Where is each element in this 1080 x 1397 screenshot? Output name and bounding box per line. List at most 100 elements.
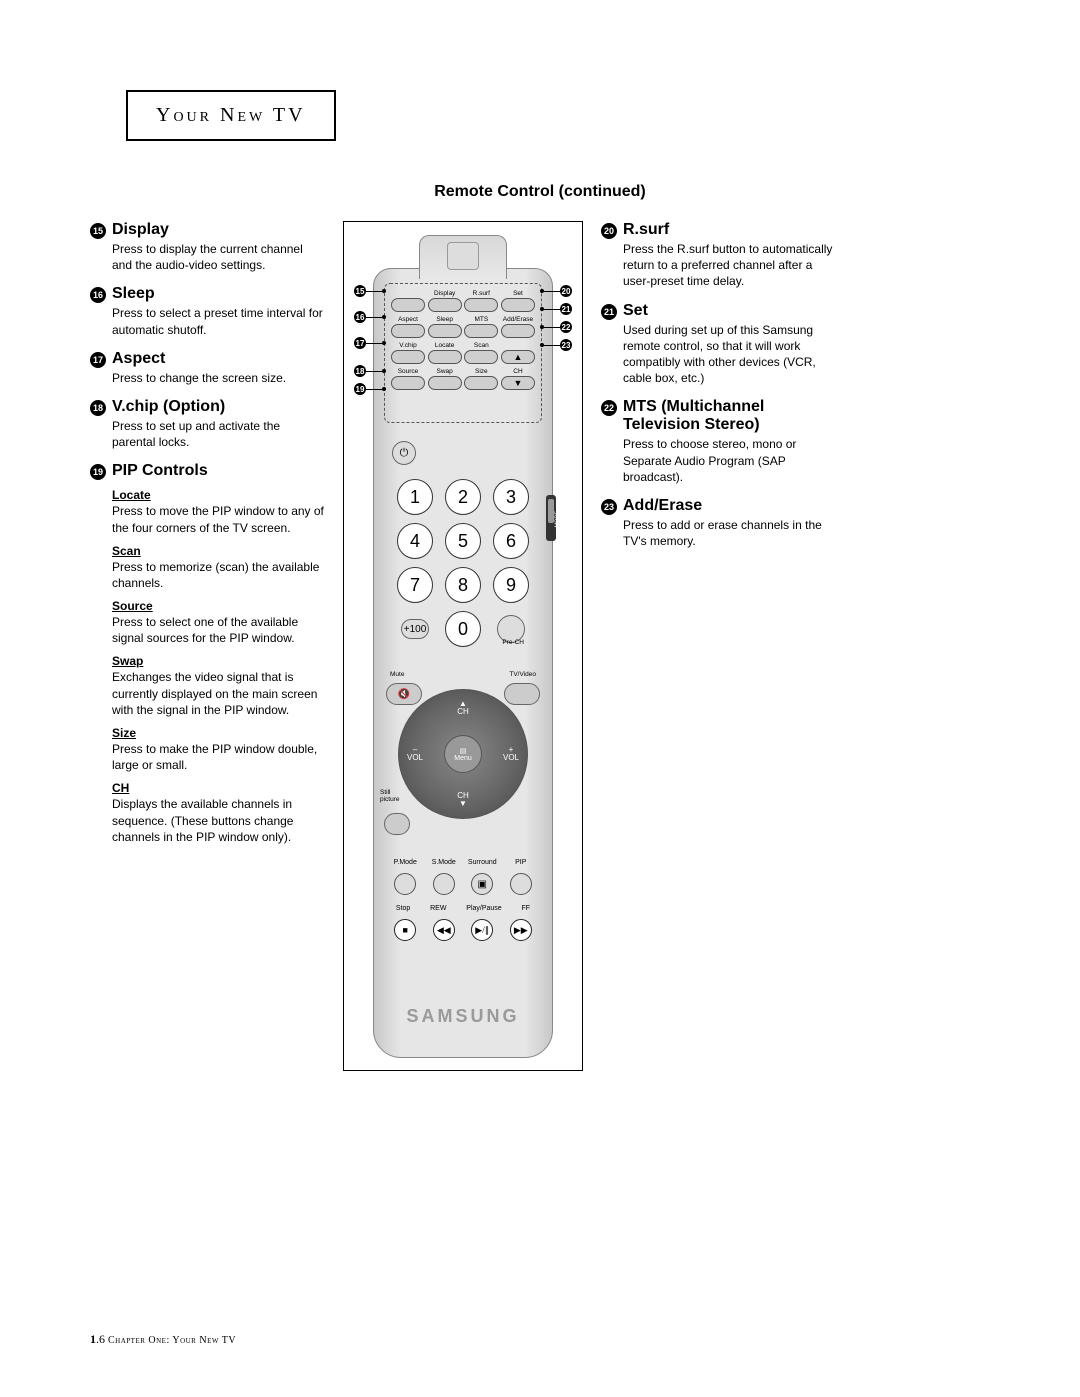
panel-label: Display [428, 290, 462, 297]
mode-button [433, 873, 455, 895]
num-8: 8 [445, 567, 481, 603]
item-body: Press to display the current channel and… [112, 241, 325, 273]
panel-button [428, 350, 462, 364]
panel-button [501, 324, 535, 338]
bullet-22: 22 [601, 400, 617, 416]
desc-item-20: 20R.surfPress the R.surf button to autom… [601, 221, 836, 290]
bullet-18: 18 [90, 400, 106, 416]
item-body: Used during set up of this Samsung remot… [623, 322, 836, 387]
panel-label: V.chip [391, 342, 425, 349]
section-header: Your New TV [126, 90, 336, 141]
transport-label: Play/Pause [466, 905, 501, 912]
tvvideo-label: TV/Video [509, 671, 536, 678]
transport-label: FF [522, 905, 531, 912]
callout-15: 15 [354, 285, 366, 297]
item-body: Press to add or erase channels in the TV… [623, 517, 836, 549]
callout-19: 19 [354, 383, 366, 395]
transport-label: REW [430, 905, 446, 912]
page-subtitle: Remote Control (continued) [90, 183, 990, 201]
mode-button [510, 873, 532, 895]
panel-button [464, 376, 498, 390]
mode-slider-label: MODE [554, 511, 560, 528]
panel-label [501, 342, 535, 349]
item-title: PIP Controls [112, 462, 208, 480]
remote-column: DisplayR.surfSetAspectSleepMTSAdd/EraseV… [343, 221, 583, 1071]
mode-button: ▣ [471, 873, 493, 895]
section-header-text: Your New TV [156, 104, 306, 126]
dpad-left: –VOL [407, 746, 423, 762]
sub-body: Press to make the PIP window double, lar… [112, 741, 325, 773]
top-button-panel: DisplayR.surfSetAspectSleepMTSAdd/EraseV… [384, 283, 542, 423]
desc-item-17: 17AspectPress to change the screen size. [90, 350, 325, 386]
footer-page-minor: .6 [96, 1332, 105, 1346]
footer-chapter: Chapter One: Your New TV [108, 1335, 236, 1346]
mode-buttons: ▣ [374, 873, 552, 895]
callout-21: 21 [560, 303, 572, 315]
panel-label: CH [501, 368, 535, 375]
number-pad: 123456789+1000 [397, 479, 529, 647]
panel-label: Add/Erase [501, 316, 535, 323]
panel-label: Swap [428, 368, 462, 375]
item-title: V.chip (Option) [112, 398, 225, 416]
sub-title: Locate [112, 488, 325, 502]
dpad-right: +VOL [503, 746, 519, 762]
item-title: MTS (Multichannel Television Stereo) [623, 398, 836, 434]
mode-label: Surround [465, 859, 499, 866]
right-column: 20R.surfPress the R.surf button to autom… [601, 221, 836, 1071]
transport-button: ◀◀ [433, 919, 455, 941]
num-6: 6 [493, 523, 529, 559]
panel-label: MTS [464, 316, 498, 323]
transport-label: Stop [396, 905, 410, 912]
desc-item-15: 15DisplayPress to display the current ch… [90, 221, 325, 273]
mode-label: P.Mode [388, 859, 422, 866]
desc-item-23: 23 Add/Erase Press to add or erase channel… [601, 497, 836, 549]
panel-button [391, 298, 425, 312]
sub-body: Press to memorize (scan) the available c… [112, 559, 325, 591]
panel-label: Scan [464, 342, 498, 349]
remote-frame: DisplayR.surfSetAspectSleepMTSAdd/EraseV… [343, 221, 583, 1071]
callout-23: 23 [560, 339, 572, 351]
callout-22: 22 [560, 321, 572, 333]
panel-button [428, 298, 462, 312]
sub-title: Swap [112, 654, 325, 668]
callout-17: 17 [354, 337, 366, 349]
item-title: Aspect [112, 350, 165, 368]
mode-label: S.Mode [427, 859, 461, 866]
bullet-23: 23 [601, 499, 617, 515]
panel-label: Size [464, 368, 498, 375]
power-button: ⏻ [392, 441, 416, 465]
panel-button [391, 376, 425, 390]
bullet-17: 17 [90, 352, 106, 368]
desc-item-19: 19PIP ControlsLocatePress to move the PI… [90, 462, 325, 845]
panel-button [464, 350, 498, 364]
sub-title: Source [112, 599, 325, 613]
mode-label: PIP [504, 859, 538, 866]
prech-label: Pre-CH [502, 639, 524, 646]
panel-label: Set [501, 290, 535, 297]
remote-emitter [419, 235, 507, 279]
panel-button [391, 324, 425, 338]
remote-body: DisplayR.surfSetAspectSleepMTSAdd/EraseV… [373, 268, 553, 1058]
num-7: 7 [397, 567, 433, 603]
transport-buttons: ■◀◀▶/∥▶▶ [374, 919, 552, 941]
panel-button [428, 324, 462, 338]
num-0: 0 [445, 611, 481, 647]
desc-item-21: 21SetUsed during set up of this Samsung … [601, 302, 836, 387]
panel-label: Sleep [428, 316, 462, 323]
callout-16: 16 [354, 311, 366, 323]
sub-body: Press to select one of the available sig… [112, 614, 325, 646]
sub-title: Scan [112, 544, 325, 558]
mode-labels: P.Mode S.Mode Surround PIP [374, 859, 552, 866]
num-3: 3 [493, 479, 529, 515]
bullet-15: 15 [90, 223, 106, 239]
panel-button [391, 350, 425, 364]
panel-label: Source [391, 368, 425, 375]
dpad-up: ▲CH [399, 700, 527, 716]
item-body: Press to select a preset time interval f… [112, 305, 325, 337]
item-body: Press to set up and activate the parenta… [112, 418, 325, 450]
mode-button [394, 873, 416, 895]
bullet-20: 20 [601, 223, 617, 239]
item-title: Add/Erase [623, 497, 702, 515]
page-footer: 1.6 Chapter One: Your New TV [90, 1332, 236, 1347]
panel-label: Aspect [391, 316, 425, 323]
